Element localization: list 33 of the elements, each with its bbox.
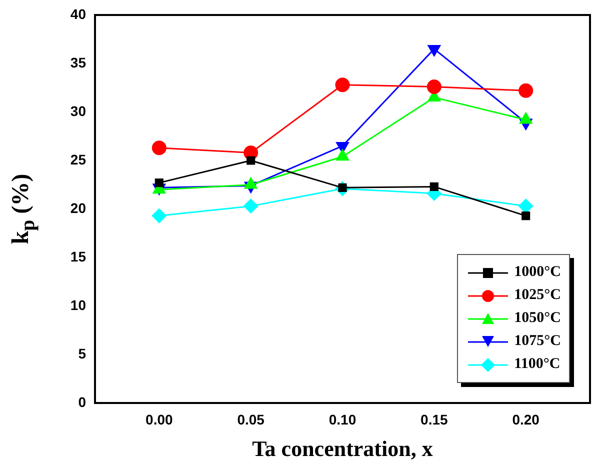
y-tick-label: 30 [70,102,86,119]
y-tick-label: 20 [70,200,86,216]
legend-label: 1000°C [514,263,561,282]
y-tick-label: 40 [70,6,86,22]
y-tick-label: 5 [78,345,86,362]
y-tick-label: 0 [78,394,86,410]
point [430,182,438,191]
x-tick-label: 0.00 [146,411,174,428]
point [244,198,258,214]
legend-label: 1100°C [514,355,560,374]
point [522,212,530,220]
y-tick-label: 35 [70,54,86,70]
legend-label: 1025°C [514,286,561,305]
y-tick-label: 10 [70,296,86,313]
x-tick-label: 0.20 [512,411,540,428]
point [518,198,534,214]
legend-label: 1075°C [514,332,561,351]
x-axis-title: Ta concentration, x [251,436,434,462]
point [154,178,164,188]
x-tick-label: 0.10 [328,411,356,428]
point [335,78,350,92]
legend-label: 1050°C [514,309,561,328]
x-tick-label: 0.15 [420,411,448,428]
point [428,44,441,56]
point [244,178,258,189]
point [246,156,256,165]
y-tick-label: 25 [70,151,86,168]
point [518,83,534,98]
y-tick-label: 15 [70,248,86,264]
point [152,208,166,224]
point [426,80,442,94]
x-tick-label: 0.05 [237,411,265,428]
point [152,140,166,156]
